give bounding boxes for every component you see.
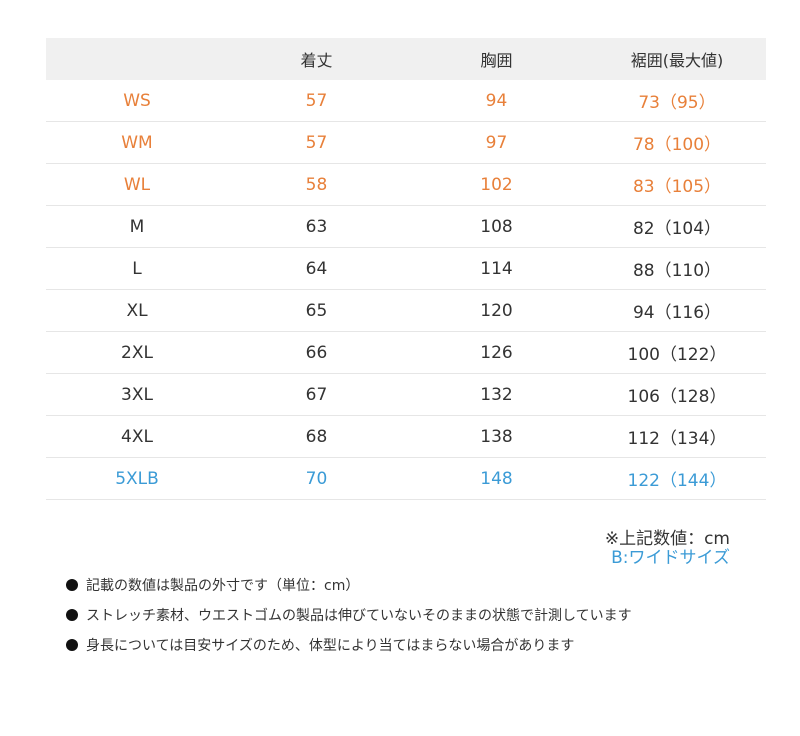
note: ストレッチ素材、ウエストゴムの製品は伸びていないそのままの状態で計測しています xyxy=(66,600,632,630)
table-cell: 64 xyxy=(305,258,328,279)
table-cell: 2XL xyxy=(121,342,153,363)
table-cell: 58 xyxy=(305,174,328,195)
table-cell: 94（116） xyxy=(632,303,722,323)
table-cell: 120 xyxy=(480,300,513,321)
table-cell: 57 xyxy=(305,132,328,153)
table-cell: XL xyxy=(126,300,148,321)
notes: 記載の数値は製品の外寸です（単位：cm） ストレッチ素材、ウエストゴムの製品は伸び… xyxy=(66,570,632,660)
table-cell: 67 xyxy=(305,384,328,405)
table-cell: 66 xyxy=(305,342,328,363)
table-cell: 82（104） xyxy=(632,219,722,239)
table-cell: 57 xyxy=(305,90,328,111)
table-row: 3XL 67 132 106（128） xyxy=(46,374,766,416)
table-cell: 122（144） xyxy=(627,471,727,491)
table-row: WL 58 102 83（105） xyxy=(46,164,766,206)
table-row: M 63 108 82（104） xyxy=(46,206,766,248)
note: 記載の数値は製品の外寸です（単位：cm） xyxy=(66,570,632,600)
table-cell: 138 xyxy=(480,426,513,447)
table-cell: 78（100） xyxy=(632,135,722,155)
table-cell: 102 xyxy=(480,174,513,195)
table-row: WM 57 97 78（100） xyxy=(46,122,766,164)
table-row: WS 57 94 73（95） xyxy=(46,80,766,122)
table-cell: WS xyxy=(123,90,151,111)
table-row: 5XLB 70 148 122（144） xyxy=(46,458,766,500)
header-cell: 裾囲(最大値) xyxy=(630,51,724,70)
note-text: 記載の数値は製品の外寸です（単位：cm） xyxy=(86,578,360,594)
wide-note: B:ワイドサイズ xyxy=(611,548,730,568)
table-cell: 3XL xyxy=(121,384,153,405)
table-cell: L xyxy=(132,258,142,279)
table-cell: 5XLB xyxy=(115,468,159,489)
table-cell: WM xyxy=(121,132,153,153)
table-cell: 148 xyxy=(480,468,513,489)
size-table: 着丈 胸囲 裾囲(最大値) WS 57 94 73（95） WM 57 97 78（100） W… xyxy=(46,38,766,500)
unit-note: ※上記数値：cm xyxy=(604,529,730,549)
header-cell: 着丈 xyxy=(300,51,333,70)
table-row: 2XL 66 126 100（122） xyxy=(46,332,766,374)
table-cell: 108 xyxy=(480,216,513,237)
table-cell: 126 xyxy=(480,342,513,363)
table-cell: 94 xyxy=(485,90,508,111)
table-cell: 70 xyxy=(305,468,328,489)
note: 身長については目安サイズのため、体型により当てはまらない場合があります xyxy=(66,630,632,660)
table-row: XL 65 120 94（116） xyxy=(46,290,766,332)
table-cell: 88（110） xyxy=(632,261,722,281)
table-row: 4XL 68 138 112（134） xyxy=(46,416,766,458)
header-row: 着丈 胸囲 裾囲(最大値) xyxy=(46,38,766,80)
bullet xyxy=(66,639,78,651)
table-cell: 83（105） xyxy=(632,177,722,197)
table-cell: 106（128） xyxy=(627,387,727,407)
note-text: ストレッチ素材、ウエストゴムの製品は伸びていないそのままの状態で計測しています xyxy=(86,608,632,624)
note-text: 身長については目安サイズのため、体型により当てはまらない場合があります xyxy=(86,638,575,654)
bullet xyxy=(66,579,78,591)
table-cell: 73（95） xyxy=(638,93,716,113)
table-cell: 63 xyxy=(305,216,328,237)
table-cell: 112（134） xyxy=(627,429,727,449)
table-cell: 4XL xyxy=(121,426,153,447)
table-cell: 97 xyxy=(485,132,508,153)
table-cell: WL xyxy=(123,174,151,195)
bullet xyxy=(66,609,78,621)
table-cell: 132 xyxy=(480,384,513,405)
table-row: L 64 114 88（110） xyxy=(46,248,766,290)
table-cell: M xyxy=(129,216,145,237)
table-cell: 65 xyxy=(305,300,328,321)
table-cell: 68 xyxy=(305,426,328,447)
table-cell: 100（122） xyxy=(627,345,727,365)
header-cell: 胸囲 xyxy=(480,51,513,70)
table-cell: 114 xyxy=(480,258,513,279)
